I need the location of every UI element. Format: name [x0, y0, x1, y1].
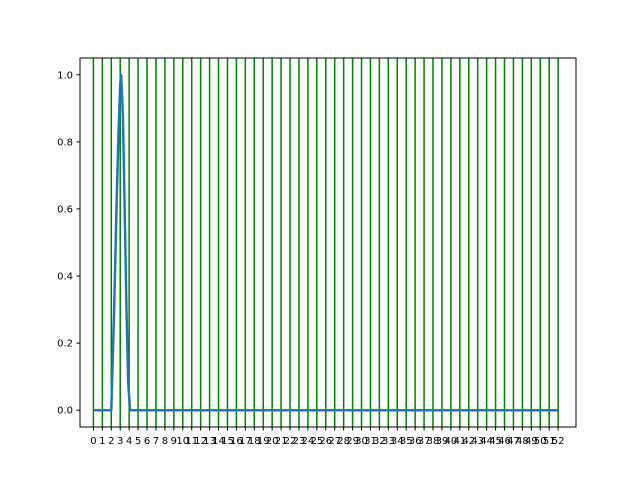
x-tick-label-24: 24	[302, 436, 315, 447]
x-tick-label-7: 7	[153, 436, 159, 447]
x-tick-label-5: 5	[135, 436, 141, 447]
x-tick-label-10: 10	[176, 436, 189, 447]
x-tick-label-36: 36	[409, 436, 422, 447]
x-tick-label-44: 44	[480, 436, 493, 447]
x-tick-label-19: 19	[257, 436, 270, 447]
x-tick-label-18: 18	[248, 436, 261, 447]
x-tick-label-46: 46	[498, 436, 511, 447]
x-tick-label-37: 37	[418, 436, 431, 447]
y-tick-label-0: 0.0	[57, 406, 73, 417]
x-tick-label-47: 47	[507, 436, 520, 447]
x-tick-label-45: 45	[489, 436, 502, 447]
x-tick-label-40: 40	[445, 436, 458, 447]
x-tick-label-31: 31	[364, 436, 377, 447]
x-tick-label-52: 52	[552, 436, 565, 447]
x-tick-label-25: 25	[310, 436, 323, 447]
vertical-lines	[92, 58, 559, 427]
x-tick-label-1: 1	[99, 436, 105, 447]
plot-area	[80, 58, 576, 427]
x-tick-label-35: 35	[400, 436, 413, 447]
y-axis: 0.0 0.2 0.4 0.6 0.8 1.0	[57, 70, 80, 417]
x-tick-label-16: 16	[230, 436, 243, 447]
y-tick-label-3: 0.6	[57, 204, 73, 215]
x-tick-label-41: 41	[453, 436, 466, 447]
x-tick-label-49: 49	[525, 436, 538, 447]
x-tick-label-3: 3	[117, 436, 123, 447]
x-tick-label-0: 0	[90, 436, 96, 447]
y-tick-label-4: 0.8	[57, 137, 73, 148]
x-tick-label-33: 33	[382, 436, 395, 447]
x-tick-label-11: 11	[185, 436, 198, 447]
x-tick-label-30: 30	[355, 436, 368, 447]
x-tick-label-42: 42	[462, 436, 475, 447]
series-line-0	[93, 73, 559, 412]
x-tick-label-29: 29	[346, 436, 359, 447]
y-tick-label-2: 0.4	[57, 272, 73, 283]
x-tick-label-50: 50	[534, 436, 547, 447]
series-group	[93, 73, 559, 412]
x-tick-label-38: 38	[427, 436, 440, 447]
x-tick-label-51: 51	[543, 436, 556, 447]
x-tick-label-15: 15	[221, 436, 234, 447]
x-tick-label-14: 14	[212, 436, 225, 447]
x-tick-label-12: 12	[194, 436, 207, 447]
x-tick-label-48: 48	[516, 436, 529, 447]
y-tick-label-5: 1.0	[57, 70, 73, 81]
x-tick-label-8: 8	[162, 436, 168, 447]
x-tick-label-13: 13	[203, 436, 216, 447]
x-tick-label-26: 26	[319, 436, 332, 447]
x-tick-label-34: 34	[391, 436, 404, 447]
x-tick-label-20: 20	[266, 436, 279, 447]
x-tick-label-43: 43	[471, 436, 484, 447]
x-axis: 0 1 2 3 4 5 6 7 8 9 101112131415161718192021222324…	[90, 427, 564, 447]
x-tick-label-27: 27	[328, 436, 341, 447]
x-tick-label-23: 23	[293, 436, 306, 447]
x-tick-label-28: 28	[337, 436, 350, 447]
x-tick-label-4: 4	[126, 436, 132, 447]
x-tick-label-22: 22	[284, 436, 297, 447]
x-tick-label-21: 21	[275, 436, 288, 447]
x-tick-label-2: 2	[108, 436, 114, 447]
x-tick-label-9: 9	[171, 436, 177, 447]
x-tick-label-17: 17	[239, 436, 252, 447]
y-tick-label-1: 0.2	[57, 339, 73, 350]
x-tick-label-6: 6	[144, 436, 150, 447]
x-tick-label-39: 39	[436, 436, 449, 447]
plot-frame	[79, 57, 577, 428]
x-tick-label-32: 32	[373, 436, 386, 447]
